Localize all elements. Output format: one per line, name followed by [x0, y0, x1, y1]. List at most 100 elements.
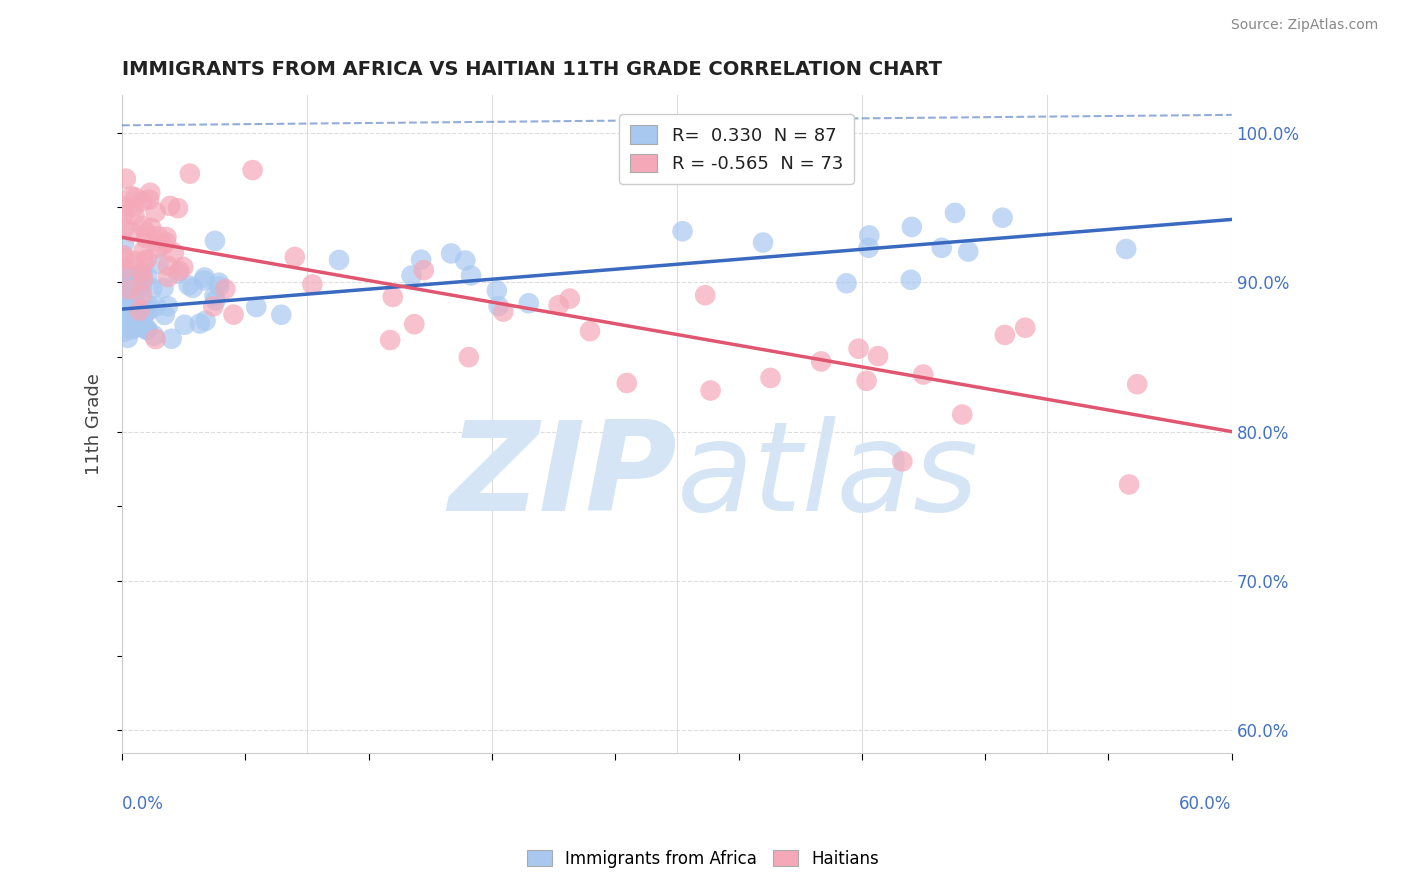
- Point: [118, 282, 141, 296]
- Point: [547, 298, 569, 312]
- Point: [155, 230, 177, 244]
- Point: [122, 200, 145, 214]
- Point: [891, 454, 914, 468]
- Point: [173, 318, 195, 332]
- Point: [148, 257, 170, 271]
- Point: [146, 229, 169, 244]
- Point: [121, 320, 143, 334]
- Point: [901, 219, 924, 234]
- Point: [172, 260, 194, 274]
- Point: [159, 199, 181, 213]
- Point: [112, 262, 135, 277]
- Point: [135, 231, 157, 245]
- Point: [136, 303, 159, 318]
- Point: [193, 273, 215, 287]
- Point: [204, 289, 226, 303]
- Point: [145, 332, 167, 346]
- Point: [166, 267, 188, 281]
- Point: [214, 282, 236, 296]
- Point: [114, 220, 136, 235]
- Point: [835, 277, 858, 291]
- Point: [155, 235, 177, 249]
- Point: [695, 288, 717, 302]
- Point: [136, 323, 159, 337]
- Point: [858, 241, 880, 255]
- Point: [132, 254, 155, 268]
- Point: [848, 342, 870, 356]
- Text: IMMIGRANTS FROM AFRICA VS HAITIAN 11TH GRADE CORRELATION CHART: IMMIGRANTS FROM AFRICA VS HAITIAN 11TH G…: [122, 60, 942, 78]
- Point: [124, 208, 146, 222]
- Point: [136, 322, 159, 336]
- Point: [485, 284, 508, 298]
- Point: [270, 308, 292, 322]
- Point: [128, 276, 150, 290]
- Point: [114, 171, 136, 186]
- Text: atlas: atlas: [676, 417, 979, 537]
- Point: [112, 248, 135, 262]
- Point: [131, 268, 153, 282]
- Point: [115, 300, 138, 314]
- Point: [112, 285, 135, 299]
- Point: [117, 314, 139, 328]
- Point: [138, 193, 160, 207]
- Point: [1115, 242, 1137, 256]
- Point: [163, 245, 186, 260]
- Point: [759, 371, 782, 385]
- Point: [222, 308, 245, 322]
- Point: [121, 280, 143, 294]
- Point: [121, 322, 143, 336]
- Point: [120, 189, 142, 203]
- Point: [112, 236, 135, 251]
- Point: [136, 269, 159, 284]
- Point: [204, 293, 226, 308]
- Point: [112, 208, 135, 222]
- Point: [380, 333, 402, 347]
- Text: Source: ZipAtlas.com: Source: ZipAtlas.com: [1230, 18, 1378, 32]
- Point: [188, 317, 211, 331]
- Point: [177, 278, 200, 293]
- Point: [117, 331, 139, 345]
- Point: [127, 301, 149, 315]
- Point: [179, 167, 201, 181]
- Point: [136, 303, 159, 318]
- Point: [114, 261, 136, 276]
- Point: [957, 244, 980, 259]
- Point: [167, 201, 190, 215]
- Point: [115, 300, 138, 314]
- Point: [457, 350, 479, 364]
- Legend: R=  0.330  N = 87, R = -0.565  N = 73: R= 0.330 N = 87, R = -0.565 N = 73: [620, 114, 853, 184]
- Point: [112, 325, 135, 339]
- Point: [156, 299, 179, 313]
- Point: [1014, 320, 1036, 334]
- Point: [132, 309, 155, 323]
- Point: [132, 272, 155, 286]
- Point: [404, 317, 426, 331]
- Point: [136, 298, 159, 312]
- Point: [616, 376, 638, 390]
- Text: ZIP: ZIP: [449, 417, 676, 537]
- Point: [699, 384, 721, 398]
- Point: [112, 199, 135, 213]
- Point: [131, 267, 153, 281]
- Point: [131, 287, 153, 301]
- Point: [991, 211, 1014, 225]
- Point: [114, 273, 136, 287]
- Point: [411, 252, 433, 267]
- Point: [131, 266, 153, 280]
- Point: [1126, 377, 1149, 392]
- Point: [117, 293, 139, 308]
- Point: [1118, 477, 1140, 491]
- Point: [143, 328, 166, 343]
- Point: [112, 298, 135, 312]
- Point: [132, 244, 155, 258]
- Point: [950, 408, 973, 422]
- Point: [810, 354, 832, 368]
- Point: [242, 163, 264, 178]
- Point: [131, 279, 153, 293]
- Point: [943, 206, 966, 220]
- Point: [131, 219, 153, 233]
- Point: [124, 309, 146, 323]
- Point: [124, 254, 146, 268]
- Point: [855, 374, 877, 388]
- Point: [558, 292, 581, 306]
